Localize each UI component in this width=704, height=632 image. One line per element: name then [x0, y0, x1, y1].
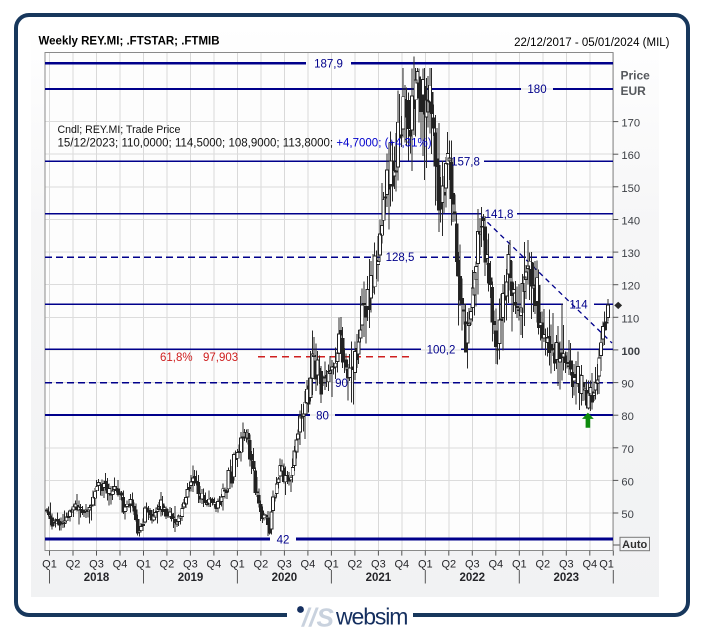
svg-text:Q4: Q4	[582, 559, 597, 571]
svg-text:Q1: Q1	[230, 559, 245, 571]
svg-text:128,5: 128,5	[386, 252, 415, 264]
svg-text:Q1: Q1	[599, 559, 614, 571]
svg-text:120: 120	[621, 281, 640, 293]
svg-text:80: 80	[316, 410, 329, 422]
svg-text:160: 160	[621, 150, 640, 162]
svg-text:157,8: 157,8	[451, 157, 480, 169]
svg-text:Price: Price	[621, 69, 651, 83]
svg-text:Q1: Q1	[324, 559, 339, 571]
svg-text:Q1: Q1	[42, 559, 57, 571]
svg-text:Q3: Q3	[277, 559, 292, 571]
svg-text:Weekly REY.MI; .FTSTAR; .FTMIB: Weekly REY.MI; .FTSTAR; .FTMIB	[39, 36, 220, 48]
svg-text:Q2: Q2	[348, 559, 363, 571]
svg-text:150: 150	[621, 183, 640, 195]
svg-text:Q4: Q4	[488, 559, 503, 571]
svg-text:Q1: Q1	[418, 559, 433, 571]
svg-text:Q3: Q3	[559, 559, 574, 571]
svg-text://S: //S	[301, 603, 334, 632]
svg-text:140: 140	[621, 216, 640, 228]
svg-text:Q1: Q1	[512, 559, 527, 571]
svg-text:Q2: Q2	[160, 559, 175, 571]
svg-text:websim: websim	[335, 604, 407, 630]
svg-text:114: 114	[569, 300, 588, 312]
svg-text:2020: 2020	[272, 572, 298, 584]
svg-text:Q3: Q3	[371, 559, 386, 571]
svg-text:130: 130	[621, 248, 640, 260]
svg-text:80: 80	[621, 411, 633, 423]
svg-text:61,8%: 61,8%	[160, 352, 193, 364]
svg-text:70: 70	[621, 444, 633, 456]
svg-text:Q4: Q4	[394, 559, 409, 571]
svg-text:2018: 2018	[84, 572, 110, 584]
svg-text:2019: 2019	[178, 572, 204, 584]
svg-text:Cndl; REY.MI; Trade Price: Cndl; REY.MI; Trade Price	[58, 124, 181, 136]
svg-text:EUR: EUR	[621, 84, 647, 98]
svg-text:141,8: 141,8	[485, 209, 514, 221]
svg-text:Q3: Q3	[89, 559, 104, 571]
svg-text:110: 110	[621, 313, 639, 325]
svg-text:97,903: 97,903	[203, 352, 238, 364]
svg-text:187,9: 187,9	[314, 58, 343, 70]
svg-text:50: 50	[621, 509, 633, 521]
svg-text:Q3: Q3	[465, 559, 480, 571]
svg-text:Q4: Q4	[113, 559, 128, 571]
svg-text:42: 42	[277, 534, 290, 546]
svg-text:Q2: Q2	[535, 559, 550, 571]
svg-text:60: 60	[621, 476, 633, 488]
svg-text:180: 180	[527, 84, 546, 96]
svg-text:2023: 2023	[554, 572, 580, 584]
svg-text:15/12/2023; 110,0000; 114,5000: 15/12/2023; 110,0000; 114,5000; 108,9000…	[58, 137, 432, 149]
svg-text:Q4: Q4	[207, 559, 222, 571]
svg-text:Q3: Q3	[183, 559, 198, 571]
svg-text:Auto: Auto	[622, 539, 647, 551]
svg-text:22/12/2017 - 05/01/2024 (MIL): 22/12/2017 - 05/01/2024 (MIL)	[514, 37, 670, 49]
svg-text:Q2: Q2	[441, 559, 456, 571]
svg-text:Q2: Q2	[66, 559, 81, 571]
svg-text:2021: 2021	[366, 572, 392, 584]
svg-text:170: 170	[621, 118, 640, 130]
svg-text:Q1: Q1	[136, 559, 151, 571]
svg-text:90: 90	[621, 379, 633, 391]
svg-text:100: 100	[621, 346, 640, 358]
svg-text:Q4: Q4	[301, 559, 316, 571]
svg-text:2022: 2022	[460, 572, 486, 584]
svg-text:100,2: 100,2	[427, 345, 456, 357]
svg-text:Q2: Q2	[254, 559, 269, 571]
svg-text:90: 90	[335, 378, 348, 390]
